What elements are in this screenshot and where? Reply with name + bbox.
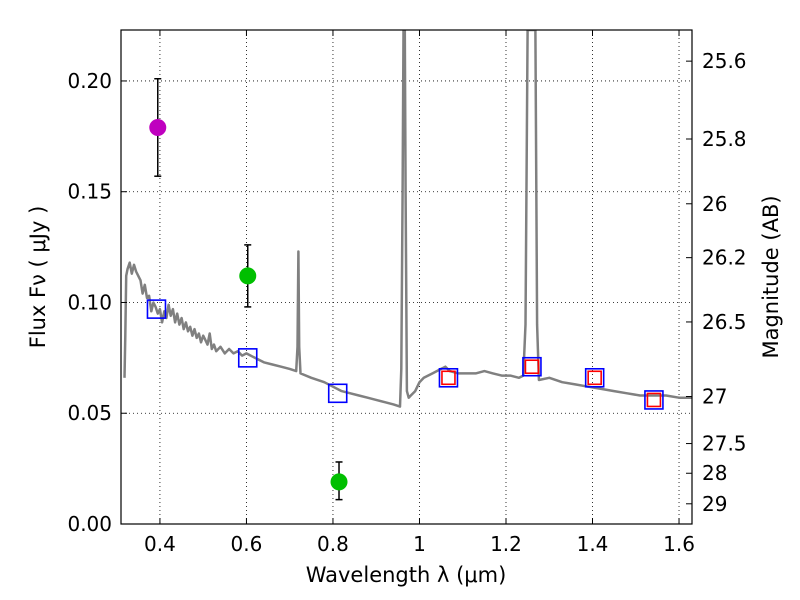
model-point-red bbox=[524, 359, 540, 375]
x-tick-label: 1.4 bbox=[577, 532, 609, 556]
mag-tick-label: 26.2 bbox=[702, 246, 747, 270]
y2-axis-label: Magnitude (AB) bbox=[759, 195, 783, 358]
y-tick-label: 0.00 bbox=[67, 512, 112, 536]
x-tick-label: 0.4 bbox=[144, 532, 176, 556]
model-point-blue bbox=[584, 367, 605, 388]
mag-tick-label: 28 bbox=[702, 461, 727, 485]
x-axis-label: Wavelength λ (μm) bbox=[306, 563, 507, 587]
x-tick-label: 1.2 bbox=[490, 532, 522, 556]
model-point-red bbox=[646, 392, 662, 408]
template-spectrum-line bbox=[123, 30, 692, 408]
model-point-red bbox=[587, 370, 602, 386]
mag-tick-label: 25.6 bbox=[702, 49, 747, 73]
mag-tick-label: 26.5 bbox=[702, 310, 747, 334]
mag-tick-label: 26 bbox=[702, 192, 727, 216]
model-point-blue bbox=[237, 348, 258, 368]
axis-ticks bbox=[121, 30, 692, 525]
y-tick-label: 0.05 bbox=[67, 401, 112, 425]
mag-tick-label: 27 bbox=[702, 385, 727, 409]
mag-tick-label: 25.8 bbox=[702, 127, 747, 151]
observed-point bbox=[239, 267, 257, 285]
model-point-blue bbox=[522, 356, 542, 377]
y-axis-label: Flux Fν ( μJy ) bbox=[26, 206, 50, 349]
x-tick-label: 0.6 bbox=[231, 532, 263, 556]
x-tick-label: 0.8 bbox=[317, 532, 349, 556]
y-tick-label: 0.15 bbox=[67, 180, 112, 204]
mag-tick-label: 27.5 bbox=[702, 432, 747, 456]
marker-layer bbox=[146, 77, 664, 501]
y-tick-label: 0.10 bbox=[67, 290, 112, 314]
plot-frame bbox=[120, 29, 693, 525]
observed-point bbox=[149, 118, 167, 136]
model-point-blue bbox=[146, 299, 167, 319]
model-point-red bbox=[441, 370, 456, 386]
x-tick-label: 1.6 bbox=[663, 532, 695, 556]
y-tick-label: 0.20 bbox=[67, 69, 112, 93]
x-tick-label: 1 bbox=[413, 532, 426, 556]
observed-point bbox=[330, 473, 348, 491]
spectrum-layer bbox=[123, 30, 692, 408]
plot-content bbox=[123, 30, 692, 501]
model-point-blue bbox=[644, 390, 664, 410]
mag-tick-label: 29 bbox=[702, 492, 727, 516]
axis-tick-labels: 0.4 0.6 0.8 1 1.2 1.4 1.6 0.00 0.05 0.10 0.15 0.20 2… bbox=[67, 49, 746, 556]
model-point-blue bbox=[327, 383, 348, 404]
model-point-blue bbox=[438, 367, 459, 388]
